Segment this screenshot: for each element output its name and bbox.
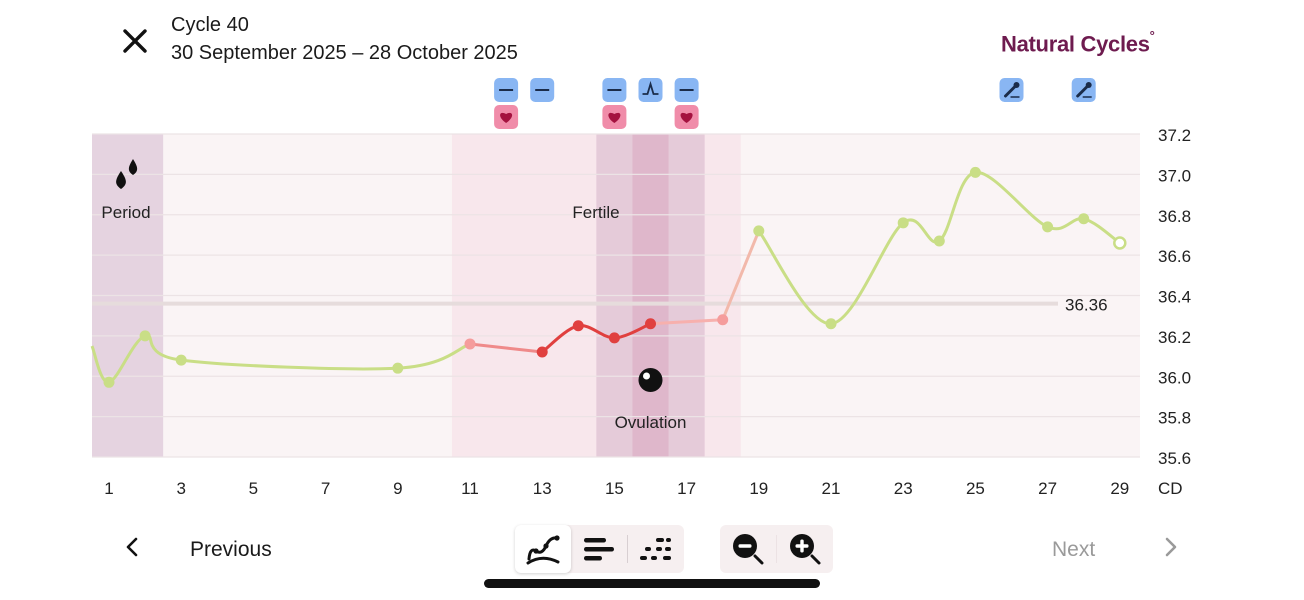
dash-icon[interactable] <box>530 78 555 102</box>
temperature-point <box>392 362 404 374</box>
pipette-icon[interactable] <box>1071 78 1096 102</box>
x-axis-unit-label: CD <box>1158 479 1183 498</box>
cycle-title: Cycle 40 <box>171 14 249 36</box>
temperature-point <box>969 166 981 178</box>
chart-view-toggle[interactable] <box>515 525 684 573</box>
y-tick-label: 36.2 <box>1158 328 1191 347</box>
previous-label: Previous <box>190 538 272 561</box>
ovulation-label: Ovulation <box>615 413 687 432</box>
x-tick-label: 27 <box>1038 479 1057 498</box>
y-tick-label: 36.6 <box>1158 247 1191 266</box>
temperature-point <box>139 330 151 342</box>
temperature-point <box>175 354 187 366</box>
view-dots-button[interactable] <box>628 525 684 573</box>
ovulation-icon <box>638 368 663 392</box>
temperature-point <box>572 320 584 332</box>
chevron-right-icon <box>1155 532 1185 568</box>
brand-mark: ° <box>1149 28 1155 43</box>
chevron-left-icon <box>118 532 148 568</box>
x-tick-label: 15 <box>605 479 624 498</box>
line-segment-transition <box>721 230 761 321</box>
dots-icon <box>640 538 671 560</box>
temperature-point <box>1042 221 1054 233</box>
temperature-point <box>464 338 476 350</box>
view-graph-button[interactable] <box>515 525 571 573</box>
dash-icon[interactable] <box>494 78 519 102</box>
period-label: Period <box>101 203 150 222</box>
fertile-label: Fertile <box>572 203 619 222</box>
line-segment-red <box>541 322 652 354</box>
temperature-point <box>825 318 837 330</box>
lh-test-icon[interactable] <box>638 78 663 102</box>
x-tick-label: 29 <box>1110 479 1129 498</box>
temperature-point <box>1113 236 1127 250</box>
zoom-in-icon <box>790 534 821 565</box>
zoom-out-button[interactable] <box>720 525 776 573</box>
zoom-out-icon <box>733 534 764 565</box>
close-icon <box>123 29 147 53</box>
zoom-controls[interactable] <box>720 525 833 573</box>
zoom-in-button[interactable] <box>777 525 833 573</box>
x-tick-label: 19 <box>749 479 768 498</box>
drops-icon <box>116 159 138 189</box>
home-indicator <box>484 579 820 588</box>
temperature-graph-icon <box>526 535 560 565</box>
bars-icon <box>584 538 614 561</box>
x-tick-label: 9 <box>393 479 402 498</box>
coverline: 36.36 <box>92 296 1108 315</box>
temperature-point <box>1078 213 1090 225</box>
brand-logo: Natural Cycles° <box>1001 28 1155 57</box>
x-tick-label: 5 <box>249 479 258 498</box>
temperature-point <box>103 376 115 388</box>
heart-icon[interactable] <box>674 105 699 129</box>
view-bars-button[interactable] <box>571 525 627 573</box>
x-tick-label: 21 <box>822 479 841 498</box>
x-axis: 1 3 5 7 9 11 13 15 17 19 21 23 25 27 29 CD <box>104 479 1182 498</box>
previous-cycle-button[interactable]: Previous <box>118 528 298 572</box>
temperature-points <box>103 166 1127 388</box>
x-tick-label: 1 <box>104 479 113 498</box>
y-tick-label: 36.4 <box>1158 288 1191 307</box>
x-tick-label: 23 <box>894 479 913 498</box>
pipette-icon[interactable] <box>999 78 1024 102</box>
temperature-point <box>933 235 945 247</box>
heart-icon[interactable] <box>494 105 519 129</box>
next-label: Next <box>1052 538 1096 561</box>
next-cycle-button[interactable]: Next <box>1052 528 1182 572</box>
x-tick-label: 3 <box>176 479 185 498</box>
temperature-point <box>608 332 620 344</box>
temperature-point <box>645 318 656 330</box>
x-tick-label: 25 <box>966 479 985 498</box>
temperature-point <box>753 225 765 237</box>
x-tick-label: 11 <box>461 479 479 498</box>
cycle-date-range: 30 September 2025 – 28 October 2025 <box>171 42 518 64</box>
y-tick-label: 36.0 <box>1158 368 1191 387</box>
y-tick-label: 37.0 <box>1158 166 1191 185</box>
chart-annotations: Period Fertile Ovulation <box>101 159 686 432</box>
dash-icon[interactable] <box>674 78 699 102</box>
temperature-point <box>897 217 909 229</box>
day-markers[interactable] <box>494 78 1096 129</box>
y-axis: 37.2 37.0 36.8 36.6 36.4 36.2 36.0 35.8 35.6 <box>1158 126 1191 468</box>
y-tick-label: 35.6 <box>1158 449 1191 468</box>
x-tick-label: 13 <box>533 479 552 498</box>
y-tick-label: 35.8 <box>1158 409 1191 428</box>
x-tick-label: 17 <box>677 479 696 498</box>
heart-icon[interactable] <box>602 105 627 129</box>
coverline-label: 36.36 <box>1065 296 1108 315</box>
y-tick-label: 37.2 <box>1158 126 1191 145</box>
dash-icon[interactable] <box>602 78 627 102</box>
temperature-point <box>536 346 548 358</box>
x-tick-label: 7 <box>321 479 330 498</box>
chart-gridlines <box>92 133 1140 458</box>
y-tick-label: 36.8 <box>1158 207 1191 226</box>
close-button[interactable] <box>118 24 152 58</box>
brand-name: Natural Cycles <box>1001 31 1150 57</box>
temperature-point <box>717 314 729 326</box>
